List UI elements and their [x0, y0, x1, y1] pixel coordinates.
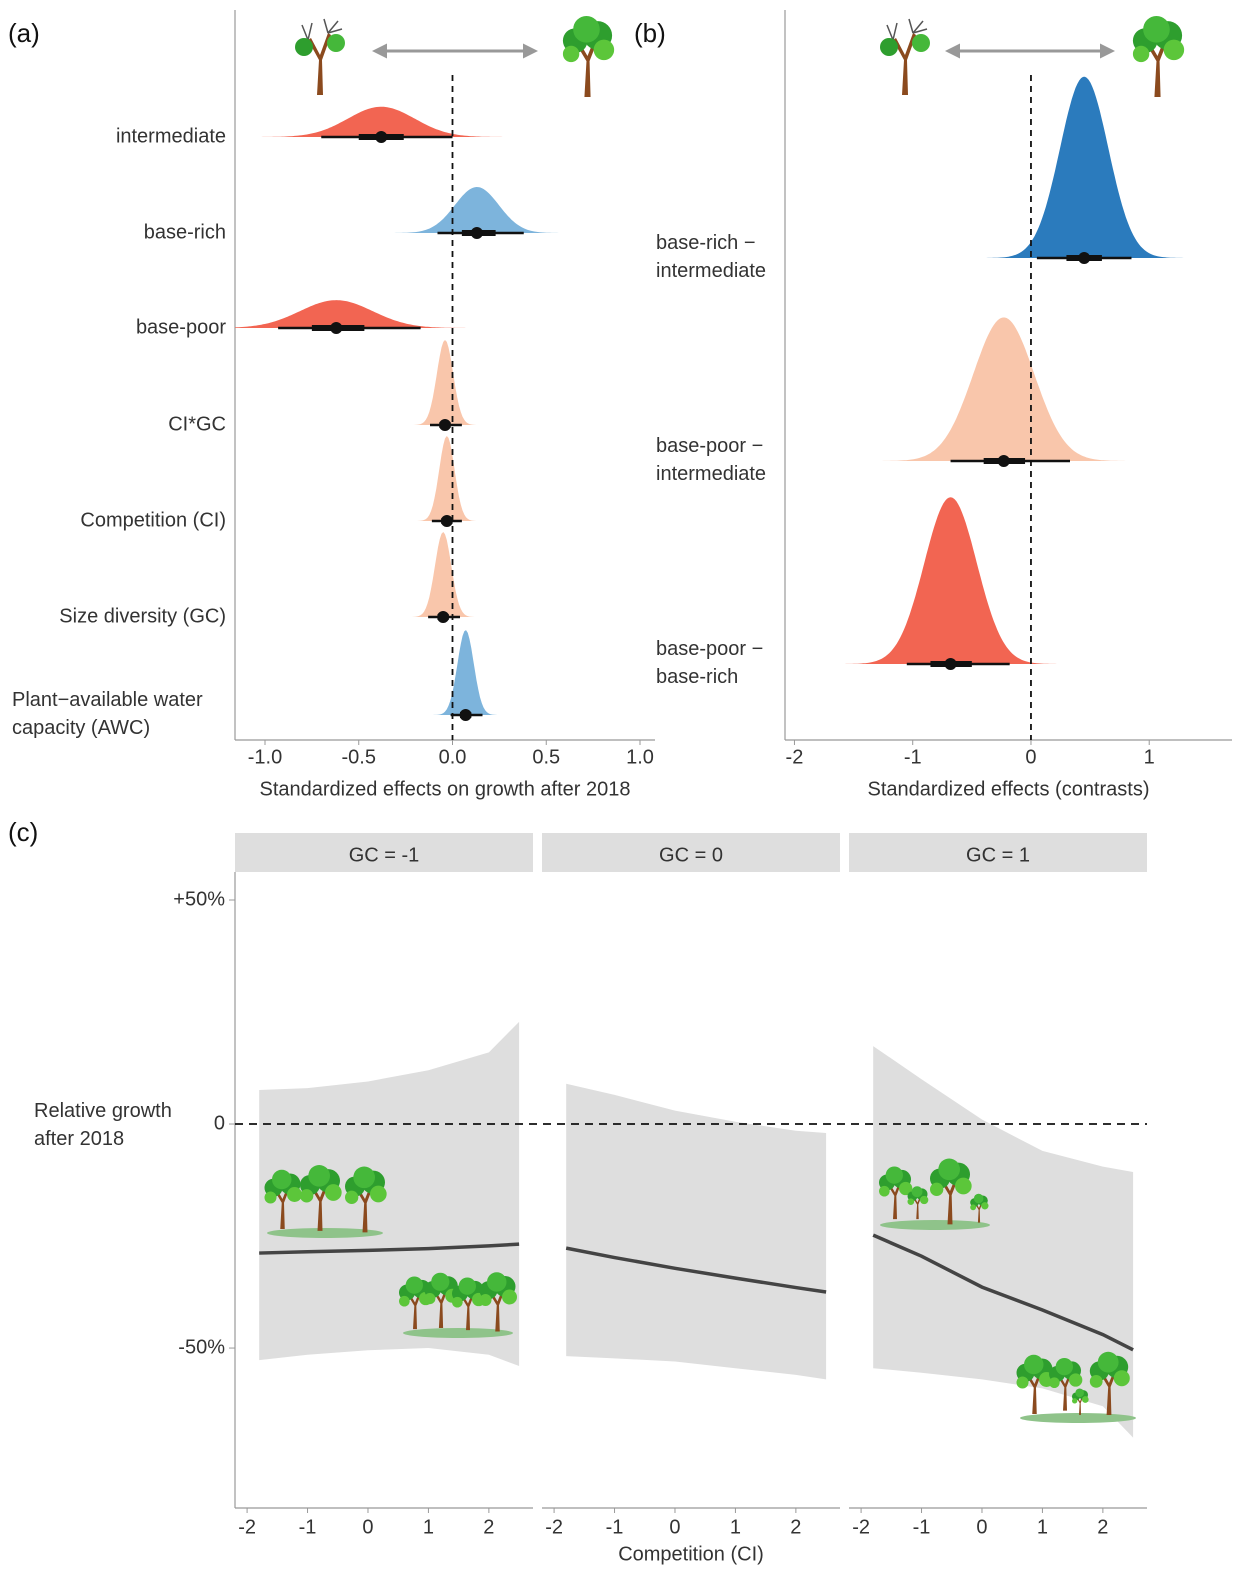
- x-tick-label: -1.0: [248, 746, 282, 768]
- x-tick-label: 2: [790, 1516, 801, 1538]
- point-estimate: [441, 515, 453, 527]
- x-axis-title: Competition (CI): [618, 1543, 764, 1565]
- x-tick-label: 1: [730, 1516, 741, 1538]
- x-axis-title: Standardized effects on growth after 201…: [260, 778, 631, 800]
- point-estimate: [439, 419, 451, 431]
- y-tick-label: 0: [214, 1112, 225, 1134]
- density: [235, 187, 655, 233]
- category-label: base-poor −base-rich: [656, 638, 763, 688]
- point-estimate: [460, 709, 472, 721]
- panel-label: (c): [8, 817, 38, 847]
- density: [235, 532, 655, 617]
- x-axis-title: Standardized effects (contrasts): [868, 778, 1150, 800]
- facet-title: GC = 1: [966, 844, 1030, 866]
- panel-label: (a): [8, 18, 40, 48]
- x-tick-label: 2: [1097, 1516, 1108, 1538]
- x-tick-label: -1: [904, 746, 922, 768]
- density: [235, 436, 655, 521]
- density: [235, 630, 655, 715]
- x-tick-label: 1: [1144, 746, 1155, 768]
- x-tick-label: 0: [1025, 746, 1036, 768]
- x-tick-label: 0.0: [439, 746, 467, 768]
- x-tick-label: -1: [606, 1516, 624, 1538]
- point-estimate: [998, 455, 1010, 467]
- x-tick-label: 0: [669, 1516, 680, 1538]
- density: [785, 77, 1232, 258]
- density: [785, 318, 1232, 462]
- density: [235, 300, 655, 328]
- x-tick-label: -2: [852, 1516, 870, 1538]
- x-tick-label: -1: [913, 1516, 931, 1538]
- x-tick-label: 0: [362, 1516, 373, 1538]
- density: [235, 107, 655, 137]
- category-label: base-poor: [136, 316, 226, 338]
- x-tick-label: -2: [545, 1516, 563, 1538]
- panel-label: (b): [634, 18, 666, 48]
- point-estimate: [437, 611, 449, 623]
- point-estimate: [1078, 252, 1090, 264]
- x-tick-label: 1: [423, 1516, 434, 1538]
- x-tick-label: 0: [976, 1516, 987, 1538]
- figure: (a) (b) (c) -1.0 -0.5 0.0 0.5 1.0 Standardize…: [0, 0, 1250, 1591]
- x-tick-label: 1.0: [626, 746, 654, 768]
- healthy-tree-icon: [1133, 16, 1184, 97]
- category-label: CI*GC: [168, 413, 226, 435]
- dead-tree-icon: [295, 19, 345, 95]
- density: [235, 340, 655, 425]
- x-tick-label: -2: [238, 1516, 256, 1538]
- category-label: Size diversity (GC): [59, 605, 226, 627]
- facet-title: GC = 0: [659, 844, 723, 866]
- point-estimate: [471, 227, 483, 239]
- x-tick-label: 2: [483, 1516, 494, 1538]
- point-estimate: [330, 322, 342, 334]
- x-tick-label: 1: [1037, 1516, 1048, 1538]
- x-tick-label: -2: [786, 746, 804, 768]
- category-label: base-poor −intermediate: [656, 435, 766, 485]
- y-tick-label: -50%: [178, 1336, 225, 1358]
- x-tick-label: -1: [299, 1516, 317, 1538]
- facet-title: GC = -1: [349, 844, 420, 866]
- confidence-band: [566, 1084, 826, 1380]
- category-label: Competition (CI): [80, 509, 226, 531]
- point-estimate: [375, 131, 387, 143]
- x-tick-label: -0.5: [342, 746, 376, 768]
- healthy-tree-icon: [563, 16, 614, 97]
- y-tick-label: +50%: [173, 888, 225, 910]
- dead-tree-icon: [880, 19, 930, 95]
- x-tick-label: 0.5: [532, 746, 560, 768]
- category-label: base-rich −intermediate: [656, 232, 766, 282]
- category-label: intermediate: [116, 125, 226, 147]
- category-label: base-rich: [144, 221, 226, 243]
- point-estimate: [945, 658, 957, 670]
- density: [785, 497, 1232, 664]
